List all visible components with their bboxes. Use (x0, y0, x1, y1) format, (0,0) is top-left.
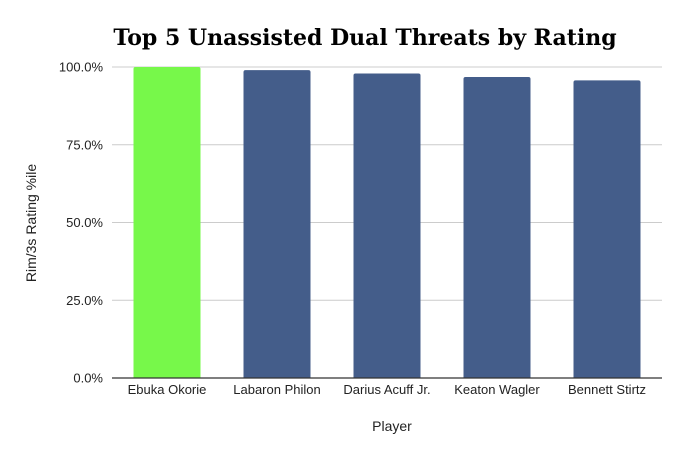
y-tick-label: 50.0% (66, 215, 103, 230)
y-axis-ticks: 0.0% 25.0% 50.0% 75.0% 100.0% (59, 60, 104, 386)
bar (353, 73, 421, 378)
x-tick-label: Keaton Wagler (454, 382, 540, 397)
y-axis-label: Rim/3s Rating %ile (23, 164, 39, 282)
x-tick-label: Bennett Stirtz (568, 382, 646, 397)
y-tick-label: 75.0% (66, 137, 103, 152)
x-axis-label: Player (372, 418, 412, 434)
bar (463, 76, 531, 379)
x-tick-label: Darius Acuff Jr. (343, 382, 430, 397)
x-axis-ticks: Ebuka Okorie Labaron Philon Darius Acuff J… (128, 382, 646, 397)
bars (133, 67, 641, 379)
y-tick-label: 0.0% (73, 371, 103, 386)
bar (243, 70, 311, 379)
x-tick-label: Labaron Philon (233, 382, 320, 397)
bar (573, 80, 641, 379)
bar (133, 67, 201, 378)
y-tick-label: 25.0% (66, 293, 103, 308)
chart-title: Top 5 Unassisted Dual Threats by Rating (113, 25, 616, 51)
x-tick-label: Ebuka Okorie (128, 382, 207, 397)
y-tick-label: 100.0% (59, 60, 104, 75)
